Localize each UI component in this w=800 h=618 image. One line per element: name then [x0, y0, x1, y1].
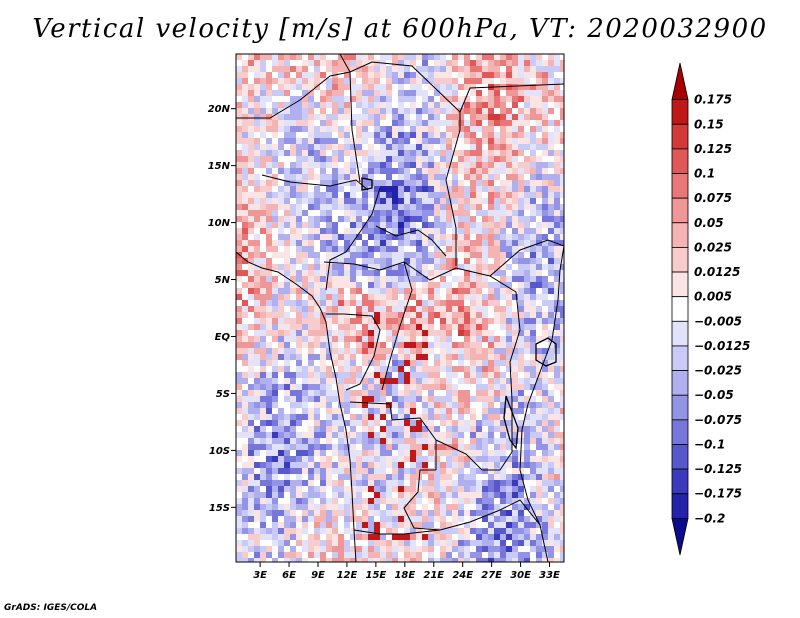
border-niger-chad — [349, 71, 361, 183]
colorbar-swatch — [671, 345, 689, 371]
colorbar-swatch — [671, 222, 689, 248]
colorbar-label: −0.125 — [694, 462, 742, 476]
colorbar-swatch — [671, 123, 689, 150]
lon-label: 30E — [510, 570, 531, 581]
longitude-axis: 3E 6E 9E 12E 15E 18E 21E 24E 27E 30E 33E — [253, 562, 560, 581]
coastline-east-africa — [519, 245, 564, 562]
colorbar-swatch — [671, 370, 689, 396]
colorbar-label: −0.1 — [694, 437, 725, 451]
colorbar-swatch — [671, 394, 689, 421]
colorbar-swatch — [671, 62, 689, 101]
colorbar-swatch — [671, 271, 689, 298]
lon-label: 9E — [311, 570, 325, 581]
colorbar-label: −0.025 — [694, 364, 742, 378]
colorbar-swatch — [671, 444, 689, 470]
colorbar-label: 0.1 — [694, 167, 715, 181]
border-angola-zambia — [403, 469, 441, 531]
border-sudan-east — [459, 83, 564, 113]
border-drc-zambia — [435, 439, 513, 471]
colorbar-label: −0.05 — [694, 388, 734, 402]
border-zambia-south — [439, 499, 541, 531]
border-sahel — [236, 71, 351, 119]
lat-label: 20N — [208, 104, 231, 115]
border-gabon-congo — [326, 313, 381, 391]
colorbar-swatch — [671, 493, 689, 519]
colorbar-swatch — [671, 148, 689, 174]
colorbar-label: 0.05 — [694, 216, 724, 230]
lat-label: 10N — [208, 218, 231, 229]
map-frame — [235, 53, 565, 563]
lake-chad — [361, 177, 373, 191]
colorbar-swatch — [671, 173, 689, 199]
lon-label: 18E — [394, 570, 415, 581]
border-cameroon — [325, 187, 381, 291]
lon-label: 21E — [423, 570, 444, 581]
grads-credit: GrADS: IGES/COLA — [4, 603, 98, 613]
colorbar-label: −0.175 — [694, 487, 742, 501]
lon-label: 24E — [452, 570, 473, 581]
colorbar-swatch — [671, 99, 689, 125]
colorbar-swatch — [671, 517, 689, 556]
lat-label: 5S — [216, 389, 230, 400]
vertical-velocity-field — [236, 54, 564, 562]
lon-label: 6E — [282, 570, 296, 581]
border-libya-chad — [339, 54, 461, 130]
lon-label: 3E — [253, 570, 267, 581]
colorbar-label: −0.2 — [694, 511, 725, 525]
lat-label: 15N — [208, 161, 231, 172]
colorbar-label: 0.175 — [694, 93, 732, 107]
colorbar-label: 0.075 — [694, 191, 732, 205]
colorbar-swatch — [671, 320, 689, 347]
colorbar-label: −0.005 — [694, 314, 742, 328]
colorbar-swatch — [671, 468, 689, 495]
colorbar-swatch — [671, 296, 689, 322]
colorbar: 0.175 0.15 0.125 0.1 0.075 0.05 0.025 0.0125 0.0… — [671, 62, 750, 556]
colorbar-swatch — [671, 419, 689, 445]
colorbar-label: −0.075 — [694, 413, 742, 427]
country-borders — [236, 54, 564, 562]
coastline-west-africa — [236, 251, 357, 562]
border-car-congo — [323, 261, 517, 293]
lat-label: 5N — [215, 275, 231, 286]
map-title: Vertical velocity [m/s] at 600hPa, VT: 2… — [32, 14, 768, 44]
border-east-lakes — [509, 291, 521, 452]
lon-label: 33E — [539, 570, 560, 581]
colorbar-label: 0.0125 — [694, 265, 740, 279]
colorbar-swatch — [671, 247, 689, 273]
border-ethiopia — [489, 239, 564, 277]
lon-label: 27E — [481, 570, 502, 581]
border-chad-sudan — [445, 129, 461, 266]
colorbar-label: 0.025 — [694, 240, 732, 254]
colorbar-swatch — [671, 197, 689, 224]
border-drc-congo — [381, 261, 413, 391]
lon-label: 15E — [366, 570, 387, 581]
border-chad-car — [375, 225, 447, 257]
lat-label: EQ — [215, 332, 231, 343]
lat-label: 15S — [209, 503, 230, 514]
border-namibia — [353, 529, 441, 535]
border-niger-nigeria — [261, 174, 369, 191]
colorbar-label: 0.15 — [694, 117, 724, 131]
colorbar-label: 0.005 — [694, 290, 732, 304]
lat-label: 10S — [209, 446, 230, 457]
latitude-axis: 20N 15N 10N 5N EQ 5S 10S 15S — [208, 104, 236, 514]
border-drc-angola — [349, 401, 437, 470]
colorbar-label: −0.0125 — [694, 339, 750, 353]
lake-tanganyika — [503, 395, 519, 450]
colorbar-label: 0.125 — [694, 142, 732, 156]
lon-label: 12E — [337, 570, 358, 581]
lake-victoria — [535, 337, 557, 367]
